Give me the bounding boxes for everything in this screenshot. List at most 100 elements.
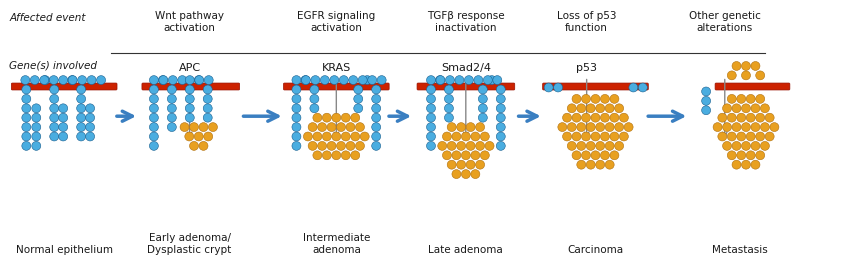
Text: Metastasis: Metastasis	[712, 245, 767, 255]
Ellipse shape	[567, 123, 576, 131]
Ellipse shape	[462, 170, 470, 179]
Ellipse shape	[737, 132, 746, 141]
Ellipse shape	[464, 76, 474, 85]
Ellipse shape	[741, 71, 751, 80]
Ellipse shape	[313, 132, 322, 141]
Ellipse shape	[567, 104, 576, 113]
Ellipse shape	[168, 76, 178, 85]
Ellipse shape	[600, 94, 610, 103]
Ellipse shape	[22, 94, 31, 103]
Ellipse shape	[436, 76, 445, 85]
Ellipse shape	[751, 123, 760, 131]
Ellipse shape	[591, 94, 600, 103]
Ellipse shape	[353, 104, 363, 113]
Text: Normal epithelium: Normal epithelium	[16, 245, 113, 255]
Ellipse shape	[356, 123, 365, 131]
Ellipse shape	[167, 113, 177, 122]
Ellipse shape	[727, 151, 736, 160]
Ellipse shape	[351, 113, 359, 122]
Ellipse shape	[322, 113, 332, 122]
Ellipse shape	[372, 123, 381, 131]
Ellipse shape	[195, 76, 204, 85]
Ellipse shape	[150, 123, 158, 131]
Ellipse shape	[485, 141, 494, 150]
Ellipse shape	[751, 104, 760, 113]
Ellipse shape	[596, 123, 604, 131]
Ellipse shape	[59, 113, 68, 122]
Ellipse shape	[313, 151, 322, 160]
Ellipse shape	[452, 151, 461, 160]
Ellipse shape	[372, 94, 381, 103]
Text: Intermediate
adenoma: Intermediate adenoma	[302, 233, 370, 255]
Ellipse shape	[59, 123, 68, 131]
Ellipse shape	[493, 76, 501, 85]
Text: Early adenoma/
Dysplastic crypt: Early adenoma/ Dysplastic crypt	[147, 233, 232, 255]
Ellipse shape	[478, 94, 488, 103]
Ellipse shape	[478, 85, 488, 94]
Ellipse shape	[746, 132, 755, 141]
Text: p53: p53	[576, 63, 598, 73]
Text: KRAS: KRAS	[321, 63, 351, 73]
Ellipse shape	[444, 85, 454, 94]
Ellipse shape	[478, 113, 488, 122]
Ellipse shape	[475, 160, 485, 169]
Ellipse shape	[41, 76, 49, 85]
Ellipse shape	[496, 123, 505, 131]
Ellipse shape	[339, 76, 348, 85]
Text: APC: APC	[178, 63, 201, 73]
Ellipse shape	[444, 104, 454, 113]
Ellipse shape	[22, 104, 31, 113]
Ellipse shape	[332, 113, 341, 122]
Ellipse shape	[332, 151, 341, 160]
Ellipse shape	[751, 160, 760, 169]
Ellipse shape	[466, 160, 475, 169]
Ellipse shape	[22, 132, 31, 141]
Ellipse shape	[462, 132, 470, 141]
Ellipse shape	[610, 94, 619, 103]
Ellipse shape	[447, 141, 456, 150]
Ellipse shape	[563, 113, 572, 122]
Ellipse shape	[756, 71, 765, 80]
Ellipse shape	[150, 104, 158, 113]
Text: EGFR signaling
activation: EGFR signaling activation	[297, 11, 376, 33]
Ellipse shape	[199, 141, 208, 150]
Ellipse shape	[185, 76, 194, 85]
Ellipse shape	[351, 151, 359, 160]
Ellipse shape	[496, 85, 505, 94]
Ellipse shape	[610, 132, 619, 141]
Ellipse shape	[610, 113, 619, 122]
FancyBboxPatch shape	[417, 83, 514, 90]
Ellipse shape	[292, 141, 301, 150]
Ellipse shape	[760, 104, 769, 113]
Text: Smad2/4: Smad2/4	[441, 63, 491, 73]
Ellipse shape	[372, 104, 381, 113]
Ellipse shape	[59, 132, 68, 141]
Ellipse shape	[32, 123, 41, 131]
Ellipse shape	[474, 76, 483, 85]
Ellipse shape	[167, 85, 177, 94]
Ellipse shape	[722, 104, 732, 113]
Ellipse shape	[718, 113, 727, 122]
Ellipse shape	[596, 104, 604, 113]
Ellipse shape	[180, 123, 189, 131]
Ellipse shape	[32, 132, 41, 141]
Ellipse shape	[443, 132, 451, 141]
Ellipse shape	[466, 141, 475, 150]
Ellipse shape	[310, 85, 319, 94]
Ellipse shape	[756, 94, 765, 103]
Ellipse shape	[86, 104, 94, 113]
Ellipse shape	[600, 113, 610, 122]
Ellipse shape	[322, 132, 332, 141]
Ellipse shape	[363, 76, 372, 85]
Ellipse shape	[629, 83, 638, 92]
Ellipse shape	[481, 151, 489, 160]
Ellipse shape	[481, 132, 489, 141]
Ellipse shape	[303, 132, 313, 141]
Ellipse shape	[444, 94, 454, 103]
Ellipse shape	[49, 123, 59, 131]
Ellipse shape	[553, 83, 563, 92]
Ellipse shape	[204, 85, 212, 94]
Ellipse shape	[718, 132, 727, 141]
Ellipse shape	[292, 104, 301, 113]
Ellipse shape	[167, 104, 177, 113]
